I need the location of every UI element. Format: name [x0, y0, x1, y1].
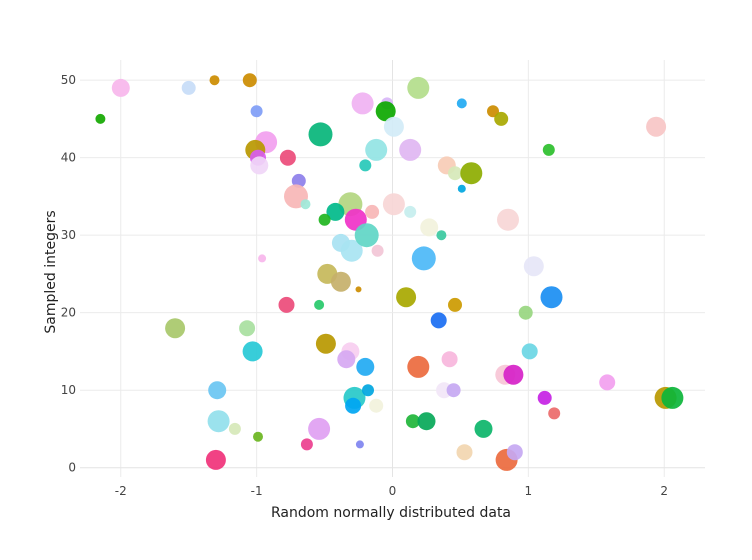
data-point[interactable] [209, 75, 220, 86]
data-point[interactable] [523, 256, 544, 277]
data-point[interactable] [448, 166, 462, 181]
data-point[interactable] [521, 343, 538, 360]
data-point[interactable] [239, 320, 256, 337]
data-point[interactable] [540, 286, 563, 309]
data-point[interactable] [308, 122, 333, 147]
data-point[interactable] [326, 202, 345, 221]
data-point[interactable] [548, 407, 561, 420]
data-point[interactable] [111, 78, 130, 97]
data-point[interactable] [460, 162, 483, 185]
data-point[interactable] [382, 193, 405, 216]
data-point[interactable] [405, 414, 420, 429]
data-point[interactable] [646, 116, 667, 137]
data-point[interactable] [337, 350, 356, 369]
data-point[interactable] [436, 230, 447, 241]
data-point[interactable] [315, 333, 336, 354]
data-point[interactable] [503, 364, 524, 385]
data-point[interactable] [356, 357, 375, 376]
data-point[interactable] [95, 113, 106, 124]
data-point[interactable] [494, 111, 509, 126]
data-point[interactable] [291, 173, 306, 188]
data-point[interactable] [181, 80, 196, 95]
data-point[interactable] [365, 204, 380, 219]
y-tick-label: 30 [61, 228, 76, 242]
data-point[interactable] [399, 138, 422, 161]
data-point[interactable] [411, 246, 436, 271]
y-tick-label: 40 [61, 151, 76, 165]
data-point[interactable] [308, 417, 331, 440]
data-point[interactable] [242, 73, 257, 88]
data-point[interactable] [518, 305, 533, 320]
y-tick-label: 50 [61, 73, 76, 87]
data-point[interactable] [365, 138, 388, 161]
data-point[interactable] [340, 239, 363, 262]
y-tick-label: 20 [61, 306, 76, 320]
data-point[interactable] [207, 410, 230, 433]
data-point[interactable] [354, 223, 379, 248]
data-point[interactable] [487, 105, 499, 118]
x-tick-label: -2 [115, 484, 127, 498]
data-point[interactable] [375, 101, 396, 122]
data-point[interactable] [448, 297, 462, 312]
data-point[interactable] [242, 341, 263, 362]
data-point[interactable] [446, 383, 461, 398]
data-point[interactable] [371, 244, 384, 257]
data-point[interactable] [205, 449, 226, 470]
data-point[interactable] [250, 156, 269, 175]
data-point[interactable] [383, 116, 404, 137]
data-point[interactable] [661, 386, 684, 409]
x-tick-label: 0 [389, 484, 397, 498]
data-point[interactable] [537, 390, 552, 405]
data-point[interactable] [441, 351, 458, 368]
data-point[interactable] [457, 184, 466, 193]
data-point[interactable] [165, 318, 186, 339]
data-point[interactable] [279, 149, 296, 166]
data-point[interactable] [396, 287, 417, 308]
data-point[interactable] [314, 299, 325, 310]
data-point[interactable] [318, 213, 331, 226]
data-point[interactable] [430, 312, 447, 329]
y-axis-title: Sampled integers [43, 210, 59, 333]
data-point[interactable] [407, 355, 430, 378]
data-point[interactable] [228, 422, 241, 435]
x-axis-title: Random normally distributed data [271, 505, 511, 521]
data-point[interactable] [407, 76, 430, 99]
data-point[interactable] [250, 105, 263, 118]
x-tick-label: 2 [660, 484, 668, 498]
data-point[interactable] [404, 205, 417, 218]
data-point[interactable] [420, 218, 439, 237]
data-point[interactable] [542, 143, 555, 156]
data-point[interactable] [359, 159, 372, 172]
data-point[interactable] [351, 92, 374, 115]
data-point[interactable] [362, 384, 374, 397]
data-point[interactable] [355, 440, 364, 449]
data-point[interactable] [278, 296, 295, 313]
data-point[interactable] [345, 397, 362, 414]
data-point[interactable] [474, 419, 493, 438]
data-point[interactable] [300, 438, 313, 451]
x-tick-label: -1 [251, 484, 263, 498]
data-point[interactable] [369, 398, 384, 413]
data-point[interactable] [253, 431, 263, 442]
data-point[interactable] [417, 412, 436, 431]
y-tick-label: 0 [68, 461, 76, 475]
data-point[interactable] [497, 208, 519, 231]
data-point[interactable] [599, 374, 616, 391]
data-point[interactable] [208, 381, 227, 400]
data-points [95, 73, 684, 471]
data-point[interactable] [355, 286, 362, 293]
data-point[interactable] [300, 199, 311, 210]
data-point[interactable] [456, 444, 473, 461]
data-point[interactable] [258, 254, 267, 263]
data-point[interactable] [330, 271, 351, 292]
x-tick-label: 1 [525, 484, 533, 498]
data-point[interactable] [456, 98, 467, 109]
data-point[interactable] [506, 444, 523, 461]
y-tick-label: 10 [61, 383, 76, 397]
